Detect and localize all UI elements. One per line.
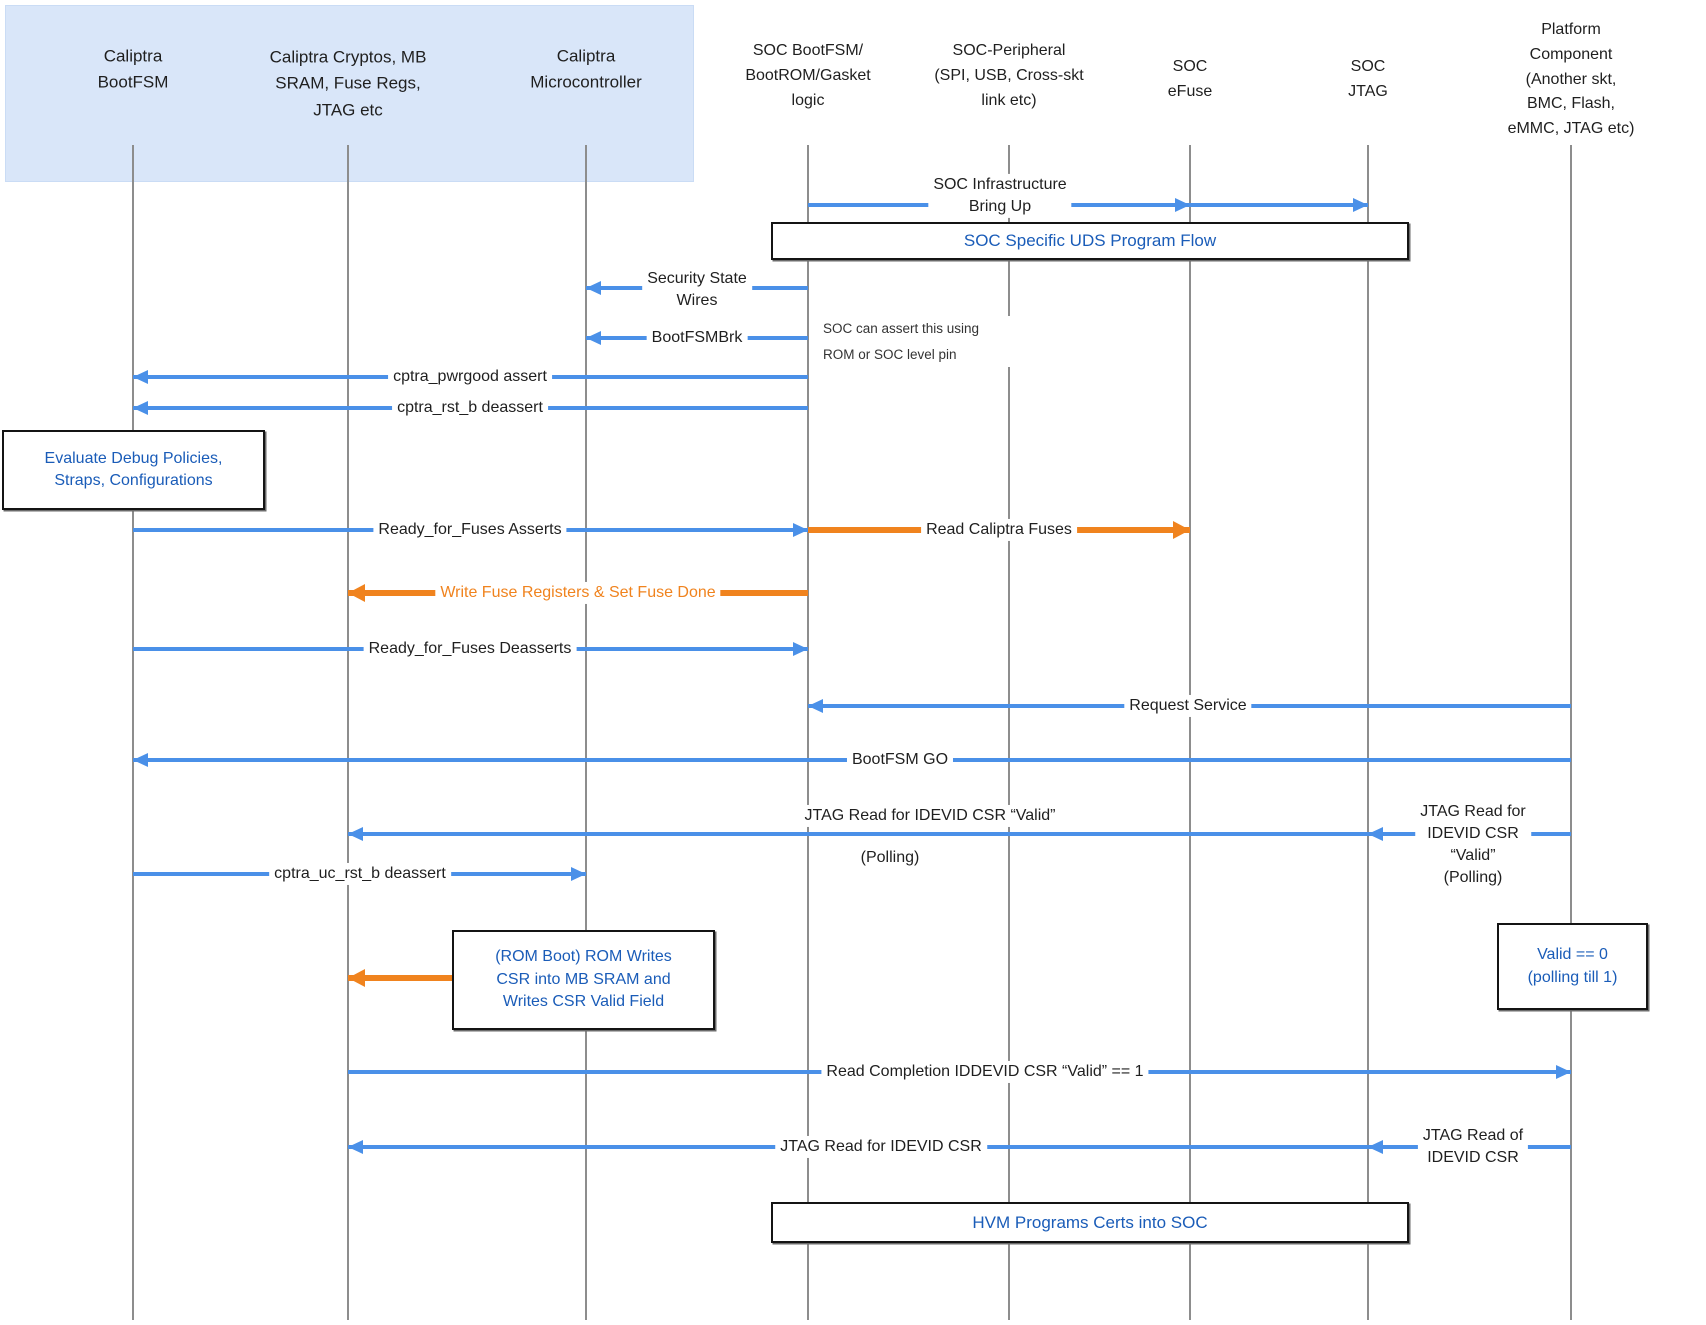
arrowhead-soc-infra-bringup-1 — [1175, 198, 1190, 212]
lifeline-title-soc-peripheral: SOC-Peripheral (SPI, USB, Cross-skt link… — [934, 41, 1084, 109]
arrowhead-read-completion — [1556, 1065, 1571, 1079]
box-evaluate-debug: Evaluate Debug Policies, Straps, Configu… — [2, 430, 265, 510]
label-jtag-read-idevid: JTAG Read for IDEVID CSR — [775, 1135, 987, 1159]
label-bootfsmbrk: BootFSMBrk — [646, 326, 748, 350]
lifeline-title-soc-bootfsm: SOC BootFSM/ BootROM/Gasket logic — [745, 41, 871, 109]
label-read-caliptra-fuses: Read Caliptra Fuses — [921, 518, 1077, 542]
lifeline-soc-jtag — [1367, 145, 1369, 1320]
arrowhead-cptra-uc-rst-b-deassert — [571, 867, 586, 881]
arrow-rom-writes-csr — [348, 975, 452, 981]
label-jtag-read-idevid-right: JTAG Read of IDEVID CSR — [1417, 1124, 1529, 1170]
lifeline-caliptra-bootfsm — [132, 145, 134, 1320]
label-soc-infra-bringup: SOC Infrastructure Bring Up — [928, 173, 1072, 219]
arrowhead-jtag-read-idevid — [348, 1140, 363, 1154]
lifeline-soc-peripheral — [1008, 145, 1010, 1320]
arrowhead-read-caliptra-fuses — [1173, 521, 1190, 539]
arrowhead-security-state-wires — [586, 281, 601, 295]
arrowhead-cptra-rst-b-deassert — [133, 401, 148, 415]
label-cptra-pwrgood-assert: cptra_pwrgood assert — [388, 365, 552, 389]
lifeline-title-soc-jtag: SOC JTAG — [1348, 58, 1388, 100]
arrowhead-jtag-poll-read — [348, 827, 363, 841]
arrowhead-ready-for-fuses-deasserts — [793, 642, 808, 656]
lifeline-soc-bootfsm — [807, 145, 809, 1320]
arrowhead-bootfsm-go — [133, 753, 148, 767]
label-jtag-poll-request: JTAG Read for IDEVID CSR “Valid” (Pollin… — [1415, 800, 1531, 890]
label-cptra-rst-b-deassert: cptra_rst_b deassert — [392, 396, 548, 420]
lifeline-title-caliptra-bootfsm: Caliptra BootFSM — [97, 46, 169, 92]
arrowhead-cptra-pwrgood-assert — [133, 370, 148, 384]
box-uds-program-flow: SOC Specific UDS Program Flow — [771, 222, 1409, 260]
label-read-completion: Read Completion IDDEVID CSR “Valid” == 1 — [821, 1060, 1149, 1084]
lifeline-title-caliptra-cryptos: Caliptra Cryptos, MB SRAM, Fuse Regs, JT… — [269, 47, 427, 120]
label-request-service: Request Service — [1124, 694, 1252, 718]
lifeline-title-soc-efuse: SOC eFuse — [1167, 58, 1213, 100]
label-ready-for-fuses-asserts: Ready_for_Fuses Asserts — [373, 518, 567, 542]
arrowhead-bootfsmbrk — [586, 331, 601, 345]
lifeline-caliptra-microcontroller — [585, 145, 587, 1320]
label-jtag-poll-read: JTAG Read for IDEVID CSR “Valid” — [799, 804, 1061, 828]
arrowhead-jtag-poll-request — [1368, 827, 1383, 841]
arrowhead-request-service — [808, 699, 823, 713]
box-rom-boot-writes: (ROM Boot) ROM Writes CSR into MB SRAM a… — [452, 930, 715, 1030]
arrowhead-ready-for-fuses-asserts — [793, 523, 808, 537]
lifeline-platform-component — [1570, 145, 1572, 1320]
box-valid-polling: Valid == 0 (polling till 1) — [1497, 923, 1648, 1010]
lifeline-soc-efuse — [1189, 145, 1191, 1320]
lifeline-title-platform-component: Platform Component (Another skt, BMC, Fl… — [1507, 21, 1635, 138]
caliptra-domain-highlight — [5, 5, 694, 182]
label-write-fuse-registers: Write Fuse Registers & Set Fuse Done — [435, 581, 721, 605]
label-cptra-uc-rst-b-deassert: cptra_uc_rst_b deassert — [269, 862, 451, 886]
arrowhead-rom-writes-csr — [348, 969, 365, 987]
arrowhead-jtag-read-idevid-right — [1368, 1140, 1383, 1154]
lifeline-title-caliptra-microcontroller: Caliptra Microcontroller — [530, 46, 642, 92]
label-bootfsm-go: BootFSM GO — [846, 748, 954, 772]
lifeline-caliptra-cryptos — [347, 145, 349, 1320]
arrowhead-soc-infra-bringup-2 — [1353, 198, 1368, 212]
label-jtag-poll-read-polling: (Polling) — [855, 846, 925, 870]
box-hvm-programs-certs: HVM Programs Certs into SOC — [771, 1202, 1409, 1243]
label-ready-for-fuses-deasserts: Ready_for_Fuses Deasserts — [363, 637, 577, 661]
label-security-state-wires: Security State Wires — [642, 267, 752, 313]
arrowhead-write-fuse-registers — [348, 584, 365, 602]
arrow-jtag-poll-read — [348, 832, 1368, 836]
arrow-soc-infra-bringup-2 — [1190, 203, 1368, 207]
note-soc-can-assert: SOC can assert this using ROM or SOC lev… — [823, 316, 1023, 368]
